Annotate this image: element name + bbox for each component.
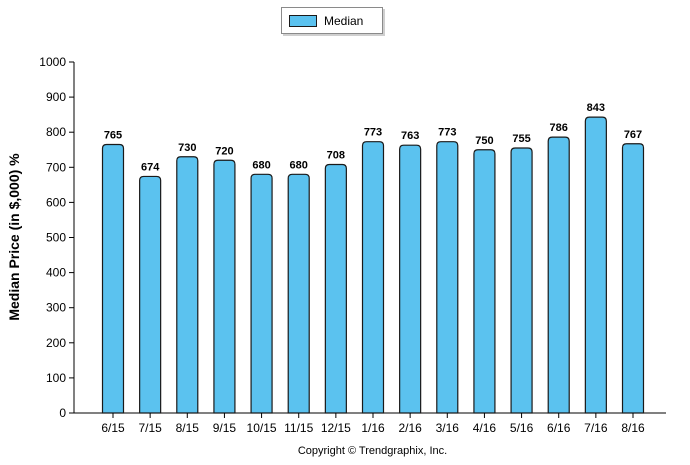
bar-value-label: 674	[141, 161, 160, 173]
bar-value-label: 786	[550, 122, 568, 134]
bar-value-label: 708	[327, 149, 345, 161]
bar-3-16	[436, 141, 459, 414]
x-tick-label: 7/15	[138, 421, 162, 435]
bar-12-15	[324, 163, 347, 414]
legend-label-median: Median	[324, 13, 364, 28]
bar-4-16	[473, 149, 496, 414]
bars-group	[101, 116, 645, 414]
y-axis-label: Median Price (in $,000) %	[6, 153, 22, 321]
x-tick-label: 12/15	[321, 421, 351, 435]
y-tick-label: 100	[46, 371, 66, 385]
y-tick-label: 1000	[39, 55, 66, 69]
x-tick-label: 7/16	[584, 421, 608, 435]
x-tick-label: 2/16	[398, 421, 422, 435]
bar-value-label: 843	[587, 102, 605, 114]
bar-value-label: 773	[438, 127, 456, 139]
y-tick-label: 500	[46, 231, 66, 245]
bar-value-label: 763	[401, 130, 419, 142]
copyright-text: Copyright © Trendgraphix, Inc.	[297, 445, 448, 457]
bar-value-label: 767	[624, 129, 642, 141]
bar-1-16	[361, 141, 385, 414]
bar-value-label: 680	[252, 159, 270, 171]
bar-value-label: 730	[178, 142, 196, 154]
y-tick-label: 0	[59, 406, 66, 420]
bar-value-label: 750	[475, 135, 493, 147]
bar-7-16	[584, 116, 607, 414]
bar-value-label: 765	[104, 129, 122, 141]
x-tick-label: 6/15	[101, 421, 125, 435]
bar-8-15	[176, 156, 199, 414]
bar-value-label: 773	[364, 127, 382, 139]
x-tick-label: 6/16	[547, 421, 571, 435]
x-tick-label: 5/16	[510, 421, 534, 435]
bar-value-label: 720	[215, 145, 233, 157]
y-tick-label: 400	[46, 266, 66, 280]
y-axis-ticks: 0 100 200 300 400 500 600 700 800 900 1000	[39, 55, 74, 420]
y-tick-label: 700	[46, 160, 66, 174]
bar-value-label: 680	[290, 159, 308, 171]
bar-9-15	[213, 159, 236, 414]
x-tick-label: 1/16	[361, 421, 385, 435]
bar-11-15	[287, 173, 310, 414]
bar-6-15	[101, 143, 125, 414]
x-axis-ticks: 6/15 7/15 8/15 9/15 10/15 11/15 12/15 1/16 2/16 3…	[101, 413, 645, 435]
x-tick-label: 8/16	[621, 421, 645, 435]
y-tick-label: 600	[46, 195, 66, 209]
bar-value-label: 755	[512, 133, 530, 145]
value-labels-group: 765 674 730 720 680 680 708 773 763 773 750 755 786 8…	[104, 102, 642, 173]
x-tick-label: 8/15	[176, 421, 200, 435]
x-tick-label: 3/16	[436, 421, 460, 435]
bar-7-15	[139, 175, 162, 414]
y-tick-label: 900	[46, 90, 66, 104]
bar-2-16	[399, 144, 422, 414]
legend-swatch-median	[289, 14, 317, 27]
bar-6-16	[547, 136, 570, 414]
y-tick-label: 200	[46, 336, 66, 350]
x-tick-label: 4/16	[473, 421, 497, 435]
y-tick-label: 800	[46, 125, 66, 139]
bar-5-16	[510, 147, 533, 414]
y-tick-label: 300	[46, 301, 66, 315]
x-tick-label: 11/15	[284, 421, 313, 435]
bar-10-15	[250, 173, 273, 414]
chart-legend: Median	[281, 7, 383, 34]
bar-8-16	[621, 143, 645, 414]
x-tick-label: 9/15	[213, 421, 237, 435]
x-tick-label: 10/15	[247, 421, 277, 435]
